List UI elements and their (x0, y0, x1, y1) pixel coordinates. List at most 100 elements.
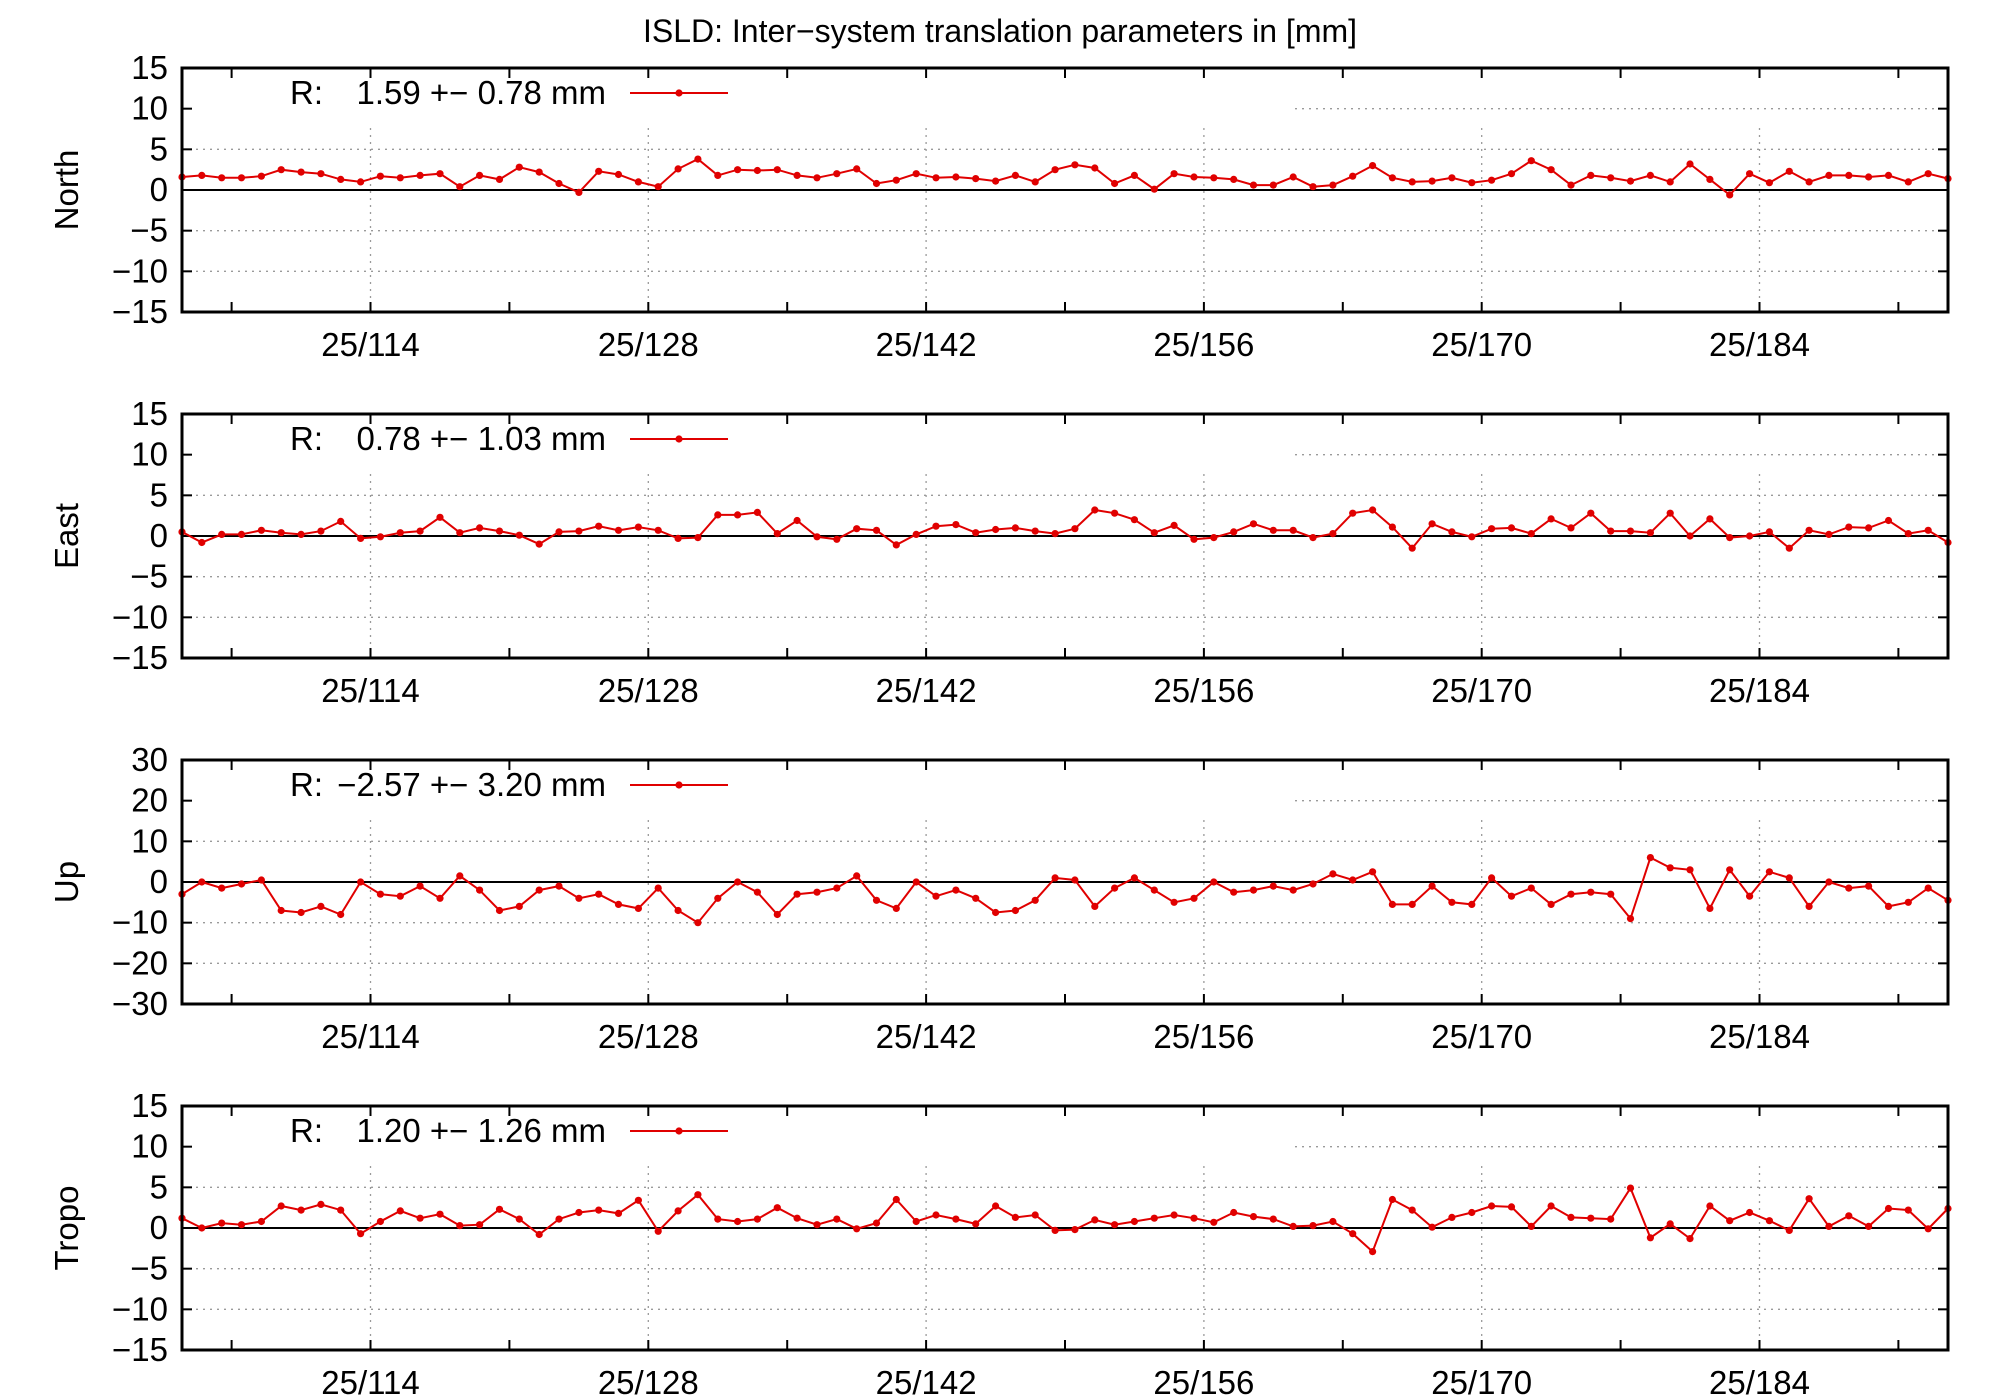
data-point (416, 882, 424, 890)
data-point (515, 163, 523, 171)
data-point (495, 1205, 504, 1213)
data-point (1468, 1208, 1476, 1217)
data-point (277, 529, 285, 537)
data-point (1309, 1222, 1317, 1230)
data-point (1150, 185, 1158, 193)
data-point (1785, 1226, 1793, 1234)
data-point (912, 1217, 920, 1226)
x-tick-label: 25/142 (876, 672, 977, 709)
data-point (1309, 880, 1317, 888)
data-point (1190, 173, 1198, 181)
data-point (1249, 181, 1258, 189)
data-point (1210, 534, 1218, 542)
x-tick-label: 25/114 (321, 1364, 419, 1400)
data-point (1666, 178, 1674, 186)
data-point (793, 1214, 801, 1222)
data-point (872, 526, 881, 534)
y-tick-label: −15 (112, 1331, 168, 1368)
data-point (1150, 529, 1158, 537)
data-point (515, 1215, 523, 1223)
y-tick-label: 0 (150, 1209, 168, 1246)
data-point (1825, 1222, 1833, 1230)
data-point (575, 894, 583, 902)
data-point (1289, 886, 1297, 894)
data-point (416, 1214, 424, 1222)
data-point (1111, 1221, 1119, 1229)
data-point (892, 541, 900, 549)
data-point (614, 1209, 623, 1217)
data-point (1924, 1225, 1932, 1233)
data-point (1865, 882, 1873, 890)
x-tick-label: 25/128 (598, 326, 699, 363)
data-point (575, 1208, 583, 1217)
data-point (1031, 527, 1039, 535)
data-point (595, 522, 603, 530)
y-axis-label: Up (48, 861, 85, 903)
y-tick-label: −15 (112, 639, 168, 676)
y-tick-label: −10 (112, 904, 168, 941)
data-point (714, 171, 722, 179)
x-tick-label: 25/184 (1709, 326, 1810, 363)
data-point (614, 900, 623, 909)
data-point (535, 540, 543, 548)
data-point (476, 1221, 484, 1229)
chart-panel-up: 25/114 25/128 25/142 25/156 25/170 25/184 30 20… (48, 741, 1952, 1055)
data-point (1865, 1222, 1873, 1230)
data-point (277, 1202, 285, 1210)
legend-text: 1.20 +− 1.26 mm (357, 1112, 606, 1149)
data-point (1190, 894, 1198, 902)
x-tick-label: 25/128 (598, 1364, 699, 1400)
data-point (1468, 533, 1476, 541)
data-point (1031, 896, 1039, 904)
data-point (1567, 524, 1575, 532)
data-point (1547, 1202, 1555, 1210)
data-point (674, 165, 682, 173)
x-tick-label: 25/156 (1153, 326, 1254, 363)
y-tick-label: −10 (112, 1290, 168, 1327)
data-point (317, 527, 325, 535)
data-point (1488, 525, 1496, 533)
data-point (1527, 884, 1535, 892)
y-axis-label: East (48, 503, 85, 569)
data-point (1686, 866, 1694, 874)
data-point (714, 511, 722, 519)
x-tick-label: 25/142 (876, 1018, 977, 1055)
data-point (793, 890, 801, 898)
data-point (634, 523, 643, 531)
data-point (257, 876, 265, 884)
data-point (972, 529, 980, 537)
data-point (1726, 191, 1734, 199)
data-point (1845, 171, 1853, 179)
data-point (972, 175, 980, 183)
data-point (337, 517, 345, 526)
data-point (1170, 170, 1178, 178)
data-point (1448, 898, 1456, 906)
chart-panels: 25/114 25/128 25/142 25/156 25/170 25/184 15 10… (48, 49, 1952, 1400)
data-point (1091, 1216, 1099, 1224)
data-point (456, 183, 464, 191)
legend-point-sample (675, 1127, 683, 1135)
data-point (218, 530, 226, 539)
y-tick-label: −15 (112, 293, 168, 330)
data-point (833, 1215, 841, 1223)
data-point (1726, 534, 1734, 542)
data-point (892, 904, 900, 913)
data-point (734, 878, 742, 886)
data-point (1785, 874, 1793, 882)
data-point (297, 908, 305, 917)
data-point (1230, 1208, 1238, 1217)
data-point (1587, 888, 1595, 896)
data-point (555, 882, 563, 890)
legend-text: −2.57 +− 3.20 mm (337, 766, 606, 803)
data-point (872, 896, 881, 904)
x-tick-label: 25/184 (1709, 1364, 1810, 1400)
y-tick-label: −10 (112, 252, 168, 289)
data-point (753, 166, 762, 175)
data-point (257, 526, 265, 534)
data-point (396, 1207, 404, 1215)
x-tick-label: 25/184 (1709, 1018, 1810, 1055)
x-tick-label: 25/128 (598, 1018, 699, 1055)
data-point (992, 177, 1000, 185)
data-point (1686, 160, 1694, 168)
y-tick-label: −5 (130, 1250, 168, 1287)
